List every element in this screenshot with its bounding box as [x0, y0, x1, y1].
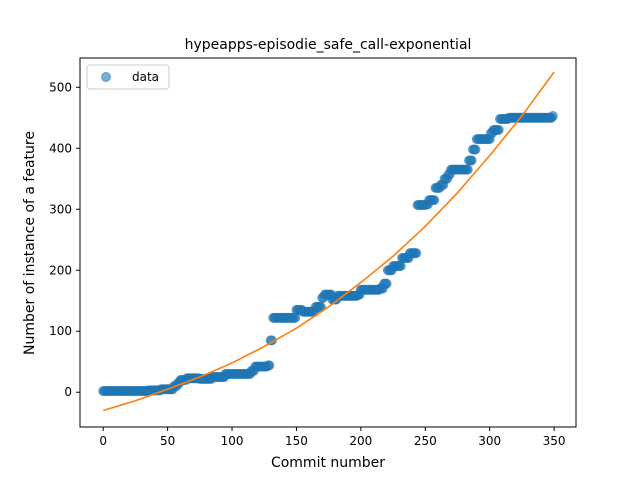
y-tick-label: 200: [49, 263, 72, 277]
data-point: [264, 360, 275, 371]
data-point: [462, 164, 473, 175]
axes-frame: [79, 57, 577, 428]
plot-area: [98, 71, 558, 412]
legend: data: [86, 64, 170, 90]
legend-label-data: data: [132, 70, 159, 84]
x-tick-label: 150: [285, 434, 308, 448]
y-axis: 0 100 200 300 400 500: [49, 80, 80, 399]
x-tick-label: 250: [414, 434, 437, 448]
x-axis-label: Commit number: [271, 455, 385, 471]
chart-title: hypeapps-episodie_safe_call-exponential: [185, 37, 472, 53]
data-point: [429, 195, 440, 206]
y-tick-label: 300: [49, 202, 72, 216]
data-point: [411, 248, 422, 259]
x-axis: 0 50 100 150 200 250 300 350: [99, 427, 566, 448]
data-point: [466, 155, 477, 166]
y-tick-label: 100: [49, 324, 72, 338]
y-tick-label: 500: [49, 80, 72, 94]
fit-line: [102, 71, 555, 412]
data-point: [493, 124, 504, 135]
y-tick-label: 0: [64, 385, 72, 399]
y-tick-label: 400: [49, 141, 72, 155]
data-point: [381, 278, 392, 289]
data-point: [470, 144, 481, 155]
x-tick-label: 300: [478, 434, 501, 448]
y-axis-label: Number of instance of a feature: [22, 131, 38, 355]
legend-marker-data: [101, 72, 111, 82]
x-tick-label: 100: [221, 434, 244, 448]
data-point: [547, 110, 558, 121]
x-tick-label: 350: [543, 434, 566, 448]
x-tick-label: 200: [349, 434, 372, 448]
legend-box: [86, 64, 170, 90]
x-tick-label: 0: [99, 434, 107, 448]
x-tick-label: 50: [160, 434, 175, 448]
